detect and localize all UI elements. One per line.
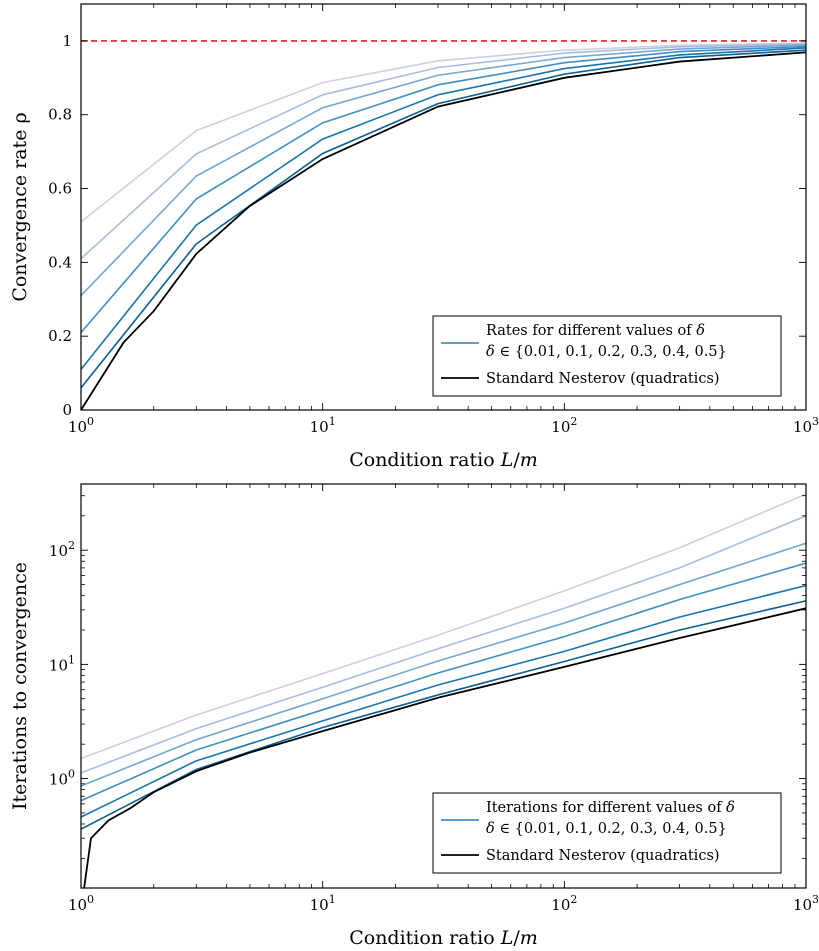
series-line-2 bbox=[81, 43, 806, 260]
legend-entry-nesterov-part: Standard Nesterov (quadratics) bbox=[486, 371, 720, 387]
x-tick-label-base: 10 bbox=[793, 896, 812, 914]
x-tick-label-exp: 1 bbox=[329, 415, 336, 428]
y-tick-label: 100 bbox=[49, 768, 75, 789]
y-tick-label: 0.2 bbox=[48, 327, 72, 345]
y-tick-label-exp: 0 bbox=[68, 768, 75, 781]
legend-entry-nesterov: Standard Nesterov (quadratics) bbox=[486, 371, 720, 387]
y-axis: 0 0.2 0.4 0.6 0.8 1 bbox=[48, 32, 806, 419]
y-axis-label: Iterations to convergence bbox=[9, 562, 31, 810]
legend-entry-delta-line2: δ ∈ {0.01, 0.1, 0.2, 0.3, 0.4, 0.5} bbox=[486, 344, 727, 360]
x-axis-label: Condition ratio L/m bbox=[349, 927, 538, 949]
x-axis-label: Condition ratio L/m bbox=[349, 449, 538, 471]
series-line-6 bbox=[81, 49, 806, 389]
x-tick-label: 100 bbox=[68, 893, 94, 914]
x-axis-label-part: L bbox=[500, 449, 514, 471]
x-axis-label-part: m bbox=[520, 927, 538, 949]
series-line-6 bbox=[81, 600, 806, 830]
y-tick-label: 0.4 bbox=[48, 253, 72, 271]
series-group bbox=[81, 42, 806, 410]
plot-frame bbox=[80, 483, 807, 889]
x-tick-label-base: 10 bbox=[310, 418, 329, 436]
x-tick-label: 102 bbox=[551, 893, 577, 914]
legend-entry-delta-line1: Iterations for different values of δ bbox=[486, 800, 735, 816]
x-axis-label-part: L bbox=[500, 927, 514, 949]
y-tick-label: 1 bbox=[62, 32, 72, 50]
legend-entry-delta-line1: Rates for different values of δ bbox=[486, 323, 705, 339]
x-tick-label-base: 10 bbox=[551, 896, 570, 914]
legend-entry-delta-line1-part: δ bbox=[696, 323, 705, 339]
y-axis-label-part: Convergence rate ρ bbox=[9, 112, 31, 301]
series-group bbox=[81, 493, 806, 888]
x-axis-label-part: / bbox=[513, 449, 520, 471]
legend-box bbox=[432, 792, 782, 874]
legend-entry-nesterov: Standard Nesterov (quadratics) bbox=[486, 848, 720, 864]
x-tick-label-exp: 2 bbox=[570, 893, 577, 906]
x-tick-label-base: 10 bbox=[793, 418, 812, 436]
x-tick-label-exp: 1 bbox=[329, 893, 336, 906]
x-tick-label-base: 10 bbox=[551, 418, 570, 436]
series-line-5 bbox=[81, 47, 806, 370]
series-line-4 bbox=[81, 45, 806, 334]
y-tick-label-base: 10 bbox=[49, 771, 68, 789]
x-tick-label: 101 bbox=[310, 415, 336, 436]
x-axis-label-part: / bbox=[513, 927, 520, 949]
series-line-4 bbox=[81, 562, 806, 802]
x-tick-label-exp: 3 bbox=[812, 415, 819, 428]
legend-entry-nesterov-part: Standard Nesterov (quadratics) bbox=[486, 848, 720, 864]
x-tick-label: 101 bbox=[310, 893, 336, 914]
x-axis-label-part: Condition ratio bbox=[349, 927, 500, 949]
legend-entry-delta-line1-part: Iterations for different values of bbox=[486, 800, 726, 816]
x-tick-label-exp: 0 bbox=[87, 893, 94, 906]
y-axis-label-part: Iterations to convergence bbox=[9, 562, 31, 810]
x-tick-label: 103 bbox=[793, 415, 819, 436]
x-axis: 100 101 102 103 bbox=[68, 484, 819, 914]
legend-entry-delta-line2-part: ∈ {0.01, 0.1, 0.2, 0.3, 0.4, 0.5} bbox=[495, 344, 727, 360]
x-tick-label: 103 bbox=[793, 893, 819, 914]
y-tick-label: 101 bbox=[49, 653, 75, 674]
legend-box bbox=[432, 315, 782, 397]
series-line-5 bbox=[81, 584, 806, 818]
plot-frame bbox=[80, 3, 807, 411]
x-tick-label-exp: 2 bbox=[570, 415, 577, 428]
x-tick-label-exp: 0 bbox=[87, 415, 94, 428]
x-tick-label-base: 10 bbox=[68, 896, 87, 914]
x-tick-label-exp: 3 bbox=[812, 893, 819, 906]
series-line-3 bbox=[81, 542, 806, 787]
x-axis: 100 101 102 103 bbox=[68, 4, 819, 436]
legend: Iterations for different values of δδ ∈ … bbox=[432, 792, 782, 874]
series-line-1 bbox=[81, 42, 806, 223]
legend-entry-delta-line1-part: Rates for different values of bbox=[486, 323, 696, 339]
y-tick-label-exp: 1 bbox=[68, 653, 75, 666]
series-line-1 bbox=[81, 493, 806, 760]
legend-entry-delta-line2-part: δ bbox=[486, 821, 495, 837]
y-tick-label: 102 bbox=[49, 539, 75, 560]
x-tick-label: 100 bbox=[68, 415, 94, 436]
y-tick-label: 0.6 bbox=[48, 180, 72, 198]
x-tick-label-base: 10 bbox=[68, 418, 87, 436]
y-tick-label-base: 10 bbox=[49, 656, 68, 674]
y-tick-label-exp: 2 bbox=[68, 539, 75, 552]
legend-entry-delta-line2-part: δ bbox=[486, 344, 495, 360]
baseline-line bbox=[81, 51, 806, 410]
series-line-3 bbox=[81, 44, 806, 297]
x-axis-label-part: Condition ratio bbox=[349, 449, 500, 471]
series-line-2 bbox=[81, 515, 806, 774]
y-tick-label: 0 bbox=[62, 401, 72, 419]
legend: Rates for different values of δδ ∈ {0.01… bbox=[432, 315, 782, 397]
legend-entry-delta-line1-part: δ bbox=[726, 800, 735, 816]
baseline-line bbox=[83, 607, 806, 888]
y-tick-label-base: 10 bbox=[49, 542, 68, 560]
x-tick-label: 102 bbox=[551, 415, 577, 436]
legend-entry-delta-line2: δ ∈ {0.01, 0.1, 0.2, 0.3, 0.4, 0.5} bbox=[486, 821, 727, 837]
y-axis-label: Convergence rate ρ bbox=[9, 112, 31, 301]
y-tick-label: 0.8 bbox=[48, 106, 72, 124]
legend-entry-delta-line2-part: ∈ {0.01, 0.1, 0.2, 0.3, 0.4, 0.5} bbox=[495, 821, 727, 837]
x-tick-label-base: 10 bbox=[310, 896, 329, 914]
x-axis-label-part: m bbox=[520, 449, 538, 471]
